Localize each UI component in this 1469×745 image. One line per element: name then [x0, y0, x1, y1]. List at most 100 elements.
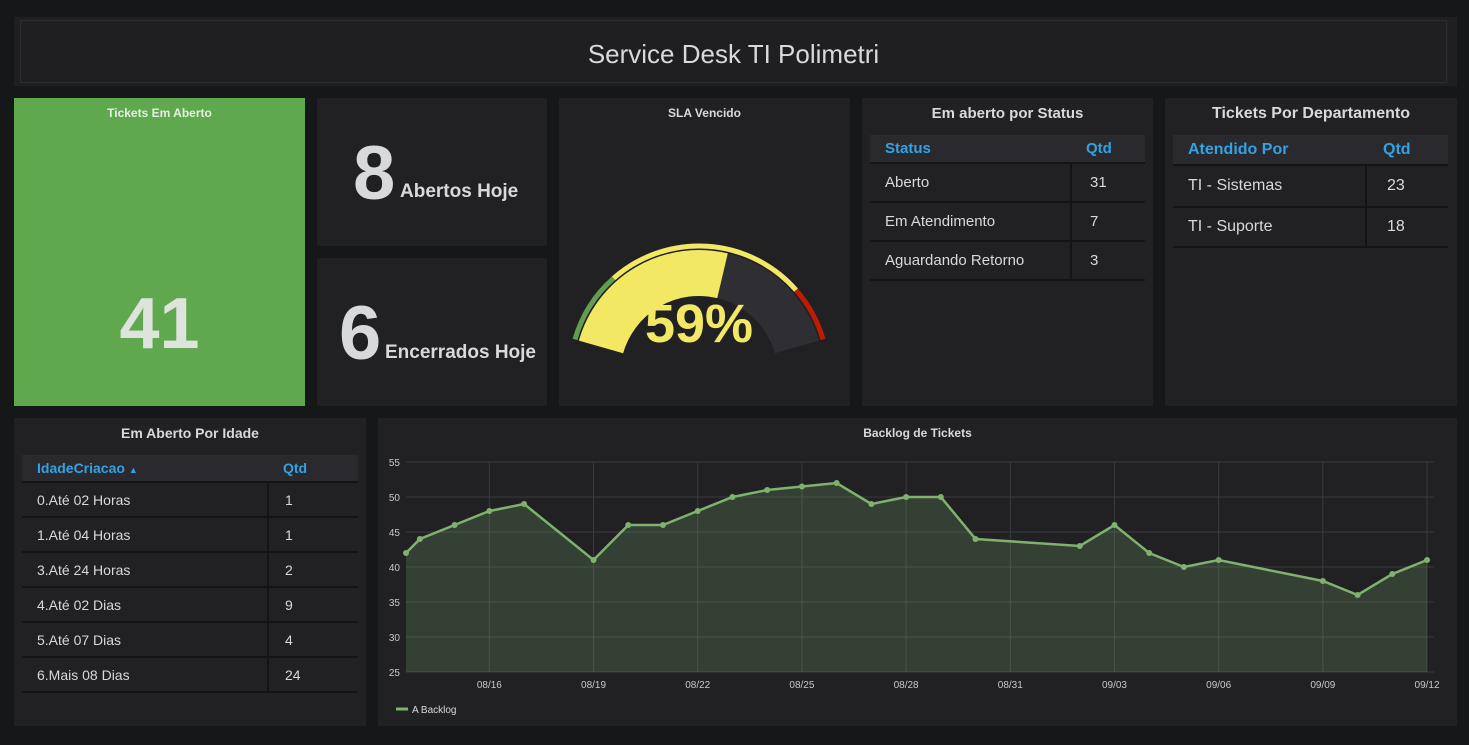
- qtd-cell: 4: [268, 622, 358, 658]
- data-point[interactable]: [451, 522, 458, 528]
- x-tick-label: 08/16: [477, 680, 502, 691]
- status-cell: Em Atendimento: [870, 202, 1072, 242]
- qtd-cell: 31: [1071, 163, 1145, 203]
- panel-title[interactable]: Tickets Em Aberto: [107, 106, 212, 120]
- gauge-threshold-crit: [794, 288, 826, 341]
- data-point[interactable]: [798, 483, 805, 490]
- qtd-cell: 23: [1366, 165, 1448, 208]
- data-point[interactable]: [1354, 592, 1361, 598]
- table-row: Aberto 31: [870, 163, 1145, 203]
- table-row: Em Atendimento 7: [870, 202, 1145, 242]
- data-point[interactable]: [416, 536, 423, 542]
- chart-legend[interactable]: A Backlog: [396, 705, 456, 716]
- data-point[interactable]: [1389, 571, 1396, 577]
- data-point[interactable]: [625, 522, 632, 528]
- panel-backlog: Backlog de Tickets 25 30 35 40 45 50 55 08/16 0…: [378, 418, 1457, 726]
- table-row: TI - Suporte 18: [1173, 207, 1448, 248]
- backlog-chart[interactable]: 25 30 35 40 45 50 55 08/16 08/19 08/22 08/25 08/28…: [378, 418, 1457, 726]
- x-tick-label: 08/28: [894, 680, 919, 691]
- panel-title[interactable]: Tickets Por Departamento: [1212, 105, 1410, 122]
- dashboard-title: Service Desk TI Polimetri: [587, 39, 880, 69]
- qtd-cell: 7: [1071, 202, 1145, 242]
- sort-ascending-icon: ▲: [128, 465, 138, 475]
- x-tick-label: 08/22: [685, 680, 710, 691]
- opened-today-value: 8: [353, 131, 396, 216]
- sla-value: 59%: [645, 294, 753, 354]
- panel-title[interactable]: SLA Vencido: [668, 106, 741, 120]
- table-row: Aguardando Retorno 3: [870, 241, 1145, 281]
- panel-status: Em aberto por Status Status Qtd Aberto 3…: [862, 98, 1153, 406]
- x-tick-label: 09/03: [1102, 680, 1127, 691]
- panel-age: Em Aberto Por Idade IdadeCriacao ▲ Qtd 0…: [14, 418, 366, 726]
- data-point[interactable]: [833, 480, 840, 486]
- opened-today-label: Abertos Hoje: [400, 181, 519, 202]
- data-point[interactable]: [1424, 557, 1431, 563]
- department-table: Atendido Por Qtd TI - Sistemas 23 TI - S…: [1173, 135, 1448, 248]
- qtd-cell: 18: [1366, 207, 1448, 248]
- table-row: 4.Até 02 Dias 9: [22, 587, 358, 623]
- column-header-idade-label: IdadeCriacao: [37, 460, 125, 476]
- data-point[interactable]: [590, 557, 597, 563]
- data-point[interactable]: [486, 508, 493, 514]
- data-point[interactable]: [764, 487, 771, 493]
- age-table: IdadeCriacao ▲ Qtd 0.Até 02 Horas 1 1.At…: [22, 455, 358, 693]
- qtd-cell: 3: [1071, 241, 1145, 281]
- tickets-open-value: 41: [119, 284, 200, 364]
- table-row: 0.Até 02 Horas 1: [22, 482, 358, 518]
- panel-title[interactable]: Em Aberto Por Idade: [121, 425, 259, 441]
- age-cell: 6.Mais 08 Dias: [22, 657, 269, 693]
- status-cell: Aguardando Retorno: [870, 241, 1072, 281]
- data-point[interactable]: [521, 501, 528, 507]
- column-header-qtd[interactable]: Qtd: [1071, 135, 1145, 164]
- data-point[interactable]: [729, 494, 736, 500]
- column-header-idade[interactable]: IdadeCriacao ▲: [22, 455, 268, 483]
- data-point[interactable]: [1076, 543, 1083, 549]
- column-header-qtd[interactable]: Qtd: [268, 455, 358, 483]
- panel-opened-today: 8 Abertos Hoje: [317, 98, 547, 246]
- table-row: 3.Até 24 Horas 2: [22, 552, 358, 588]
- panel-title[interactable]: Backlog de Tickets: [863, 426, 972, 440]
- y-tick-label: 35: [389, 598, 401, 609]
- age-cell: 1.Até 04 Horas: [22, 517, 269, 553]
- data-point[interactable]: [903, 494, 910, 500]
- column-header-qtd[interactable]: Qtd: [1366, 135, 1448, 166]
- x-tick-label: 09/09: [1310, 680, 1335, 691]
- gauge-threshold-ok: [572, 276, 616, 341]
- x-tick-label: 09/06: [1206, 680, 1231, 691]
- panel-title[interactable]: Em aberto por Status: [931, 105, 1084, 122]
- panel-department: Tickets Por Departamento Atendido Por Qt…: [1165, 98, 1457, 406]
- table-row: TI - Sistemas 23: [1173, 165, 1448, 208]
- data-point[interactable]: [1111, 522, 1118, 528]
- data-point[interactable]: [972, 536, 979, 542]
- table-row: 6.Mais 08 Dias 24: [22, 657, 358, 693]
- data-point[interactable]: [1180, 564, 1187, 570]
- qtd-cell: 1: [268, 482, 358, 518]
- data-point[interactable]: [937, 494, 944, 500]
- data-point[interactable]: [1146, 550, 1153, 556]
- data-point[interactable]: [1319, 578, 1326, 584]
- table-row: 1.Até 04 Horas 1: [22, 517, 358, 553]
- y-tick-label: 45: [389, 528, 401, 539]
- y-tick-label: 50: [389, 493, 401, 504]
- backlog-line: [405, 481, 1428, 597]
- age-cell: 5.Até 07 Dias: [22, 622, 269, 658]
- legend-label[interactable]: A Backlog: [412, 705, 456, 716]
- y-tick-label: 40: [389, 563, 401, 574]
- x-tick-label: 08/25: [789, 680, 814, 691]
- department-cell: TI - Sistemas: [1173, 165, 1367, 208]
- department-cell: TI - Suporte: [1173, 207, 1367, 248]
- data-point[interactable]: [403, 550, 409, 556]
- data-point[interactable]: [694, 508, 701, 514]
- status-table: Status Qtd Aberto 31 Em Atendimento 7 Ag…: [870, 135, 1145, 281]
- x-tick-label: 08/31: [998, 680, 1023, 691]
- closed-today-label: Encerrados Hoje: [385, 342, 536, 363]
- column-header-status[interactable]: Status: [870, 135, 1071, 164]
- data-point[interactable]: [660, 522, 666, 528]
- data-point[interactable]: [1215, 557, 1222, 563]
- data-point[interactable]: [868, 501, 875, 507]
- table-row: 5.Até 07 Dias 4: [22, 622, 358, 658]
- x-tick-label: 09/12: [1415, 680, 1440, 691]
- column-header-atendido-por[interactable]: Atendido Por: [1173, 135, 1366, 166]
- x-tick-label: 08/19: [581, 680, 606, 691]
- header-frame: Service Desk TI Polimetri: [20, 20, 1447, 83]
